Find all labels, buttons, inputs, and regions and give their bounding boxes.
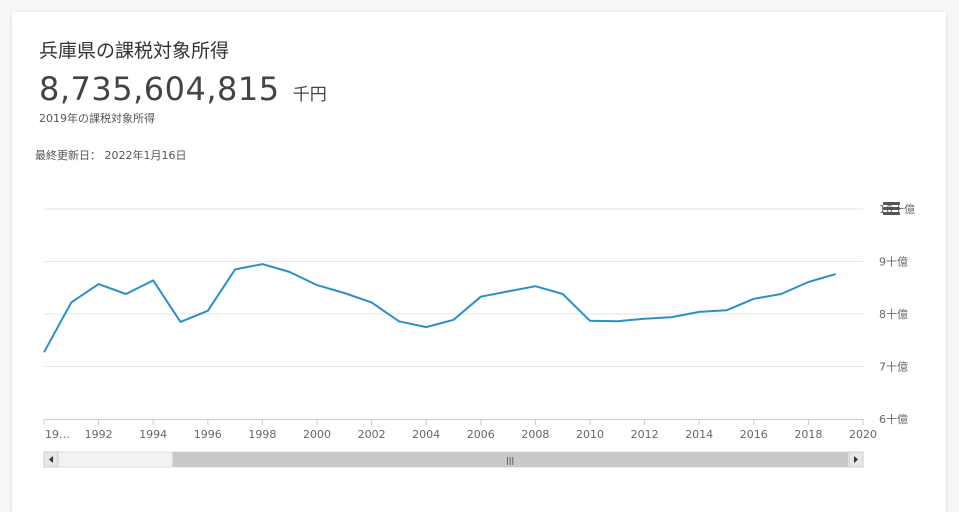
data-point[interactable]	[805, 279, 811, 285]
data-point[interactable]	[423, 324, 429, 330]
data-point[interactable]	[696, 309, 702, 315]
data-point[interactable]	[178, 319, 184, 325]
scroll-right-arrow-icon	[854, 456, 858, 463]
data-point[interactable]	[341, 290, 347, 296]
data-point[interactable]	[369, 299, 375, 305]
data-point[interactable]	[451, 317, 457, 323]
x-tick-label: 1996	[194, 428, 222, 441]
headline-value-row: 8,735,604,815 千円	[39, 70, 327, 108]
series-line	[43, 263, 836, 353]
data-point[interactable]	[123, 291, 129, 297]
y-tick-label: 9十億	[879, 255, 908, 269]
data-point[interactable]	[68, 299, 74, 305]
data-point[interactable]	[833, 271, 839, 277]
scrollbar-thumb[interactable]	[172, 452, 848, 467]
headline-value: 8,735,604,815	[39, 70, 280, 108]
scrollbar-grip-label: |||	[506, 456, 514, 465]
x-tick-label: 1998	[248, 428, 276, 441]
x-tick-label: 2002	[358, 428, 386, 441]
data-point[interactable]	[642, 316, 648, 322]
x-tick-label: 19…	[45, 428, 70, 441]
x-tick-label: 2000	[303, 428, 331, 441]
data-point[interactable]	[41, 349, 47, 355]
data-point[interactable]	[614, 318, 620, 324]
data-point[interactable]	[96, 281, 102, 287]
x-tick-label: 2008	[521, 428, 549, 441]
data-point[interactable]	[205, 308, 211, 314]
data-point[interactable]	[232, 266, 238, 272]
page-title: 兵庫県の課税対象所得	[39, 40, 230, 62]
data-point[interactable]	[478, 294, 484, 300]
value-caption: 2019年の課税対象所得	[39, 112, 155, 125]
x-tick-label: 2004	[412, 428, 440, 441]
x-tick-label: 2020	[849, 428, 877, 441]
x-tick-label: 2018	[794, 428, 822, 441]
data-point[interactable]	[259, 261, 265, 267]
x-tick-label: 2016	[740, 428, 768, 441]
data-point[interactable]	[532, 283, 538, 289]
x-tick-label: 2010	[576, 428, 604, 441]
last-updated: 最終更新日： 2022年1月16日	[35, 149, 187, 162]
data-point[interactable]	[150, 277, 156, 283]
data-point[interactable]	[505, 288, 511, 294]
data-point[interactable]	[314, 282, 320, 288]
data-point[interactable]	[751, 296, 757, 302]
data-point[interactable]	[587, 318, 593, 324]
data-point[interactable]	[396, 318, 402, 324]
data-point[interactable]	[724, 307, 730, 313]
y-tick-label: 8十億	[879, 307, 908, 321]
data-point[interactable]	[287, 269, 293, 275]
y-tick-label: 7十億	[879, 360, 908, 374]
x-tick-label: 2014	[685, 428, 713, 441]
headline-unit: 千円	[292, 85, 327, 105]
x-tick-label: 2006	[467, 428, 495, 441]
data-point[interactable]	[778, 291, 784, 297]
x-tick-label: 1994	[139, 428, 167, 441]
x-tick-label: 1992	[85, 428, 113, 441]
y-tick-label: 6十億	[879, 412, 908, 426]
data-point[interactable]	[669, 314, 675, 320]
x-tick-label: 2012	[631, 428, 659, 441]
scroll-left-arrow-icon	[49, 456, 53, 463]
hamburger-menu-icon[interactable]	[883, 202, 900, 215]
data-point[interactable]	[560, 291, 566, 297]
